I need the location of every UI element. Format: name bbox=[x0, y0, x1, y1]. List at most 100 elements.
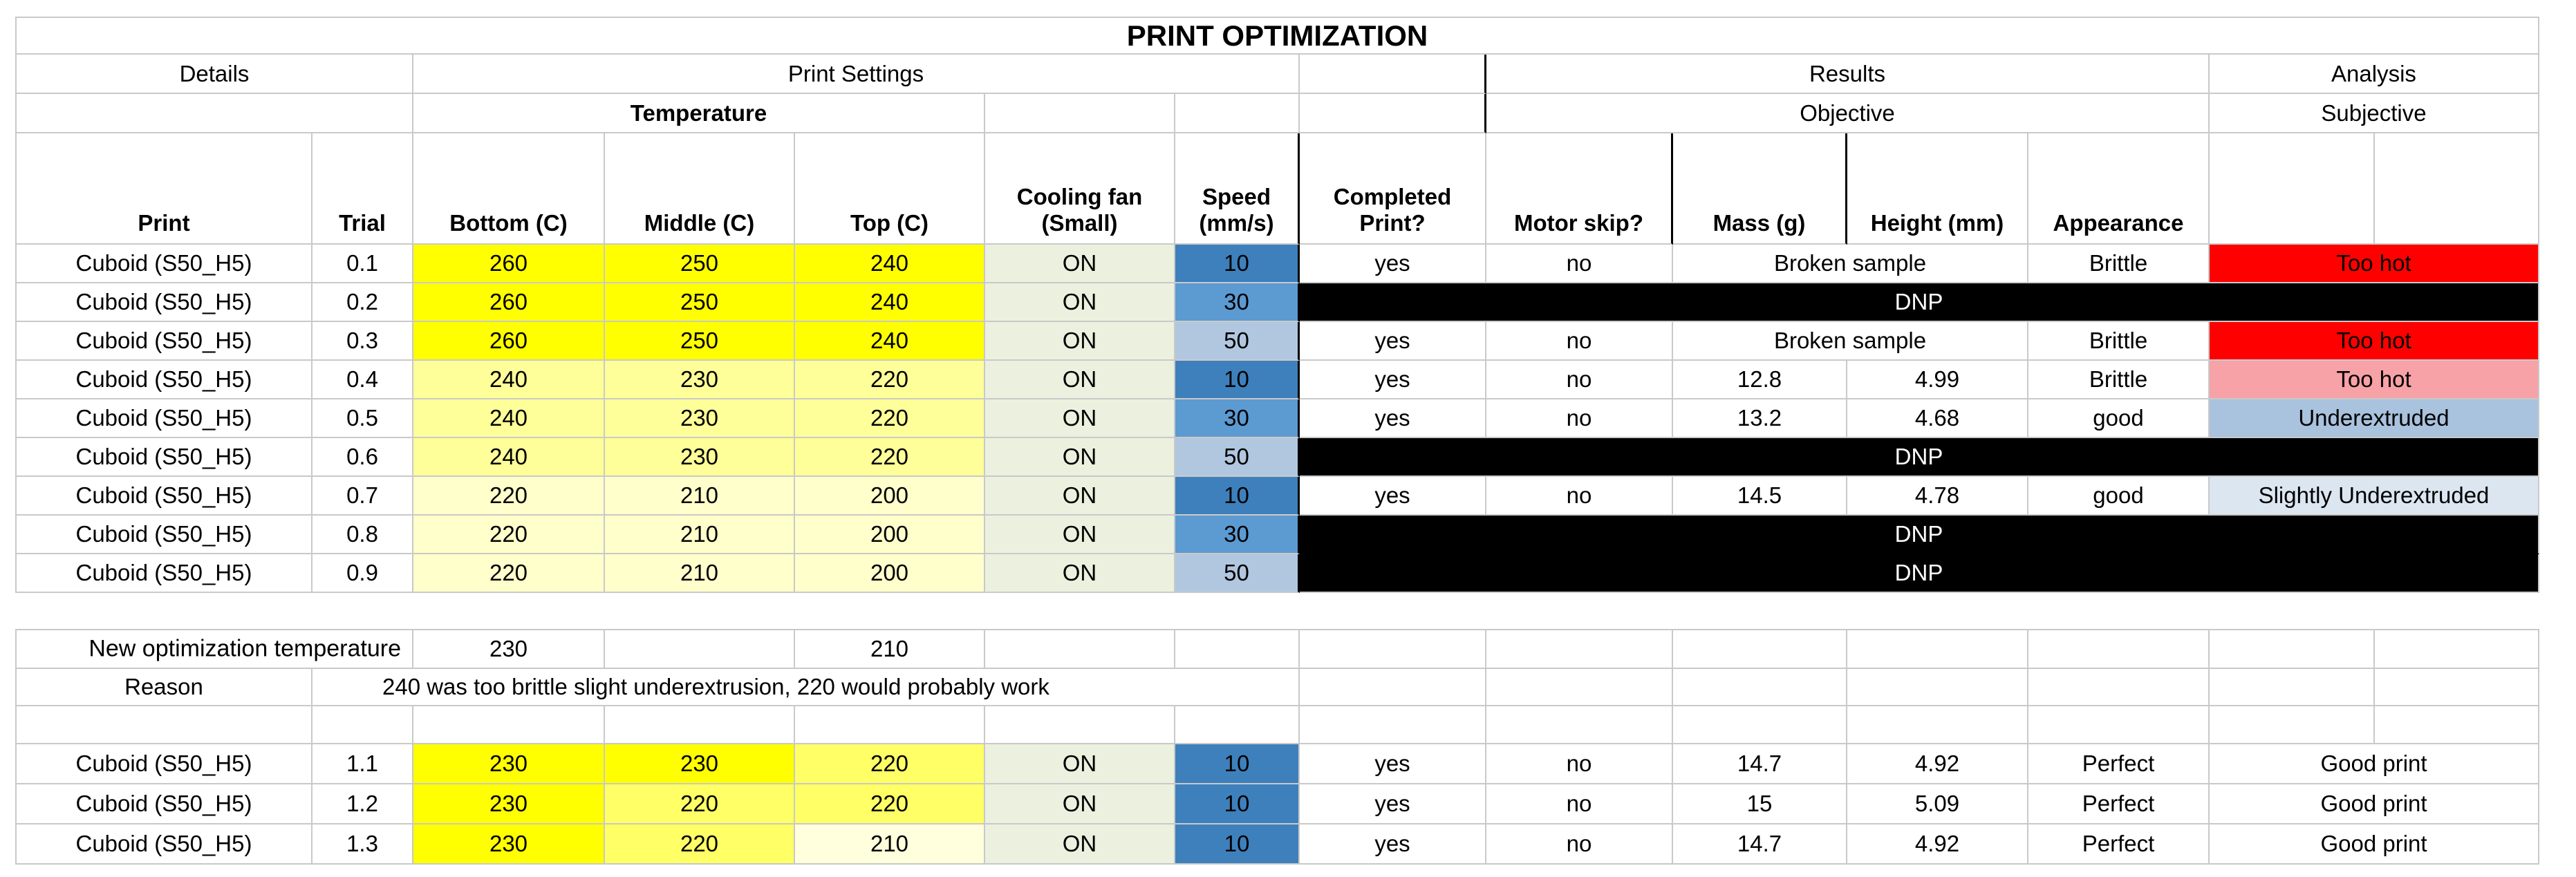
cell-speed[interactable]: 10 bbox=[1175, 245, 1300, 283]
cell-temp-top[interactable]: 200 bbox=[795, 477, 985, 516]
cell-appearance[interactable]: Brittle bbox=[2028, 322, 2210, 361]
header-mass[interactable]: Mass (g) bbox=[1673, 133, 1847, 245]
cell-reason-label[interactable]: Reason bbox=[15, 669, 312, 706]
cell-dnp[interactable]: DNP bbox=[1300, 438, 2539, 477]
cell-mass[interactable]: 13.2 bbox=[1673, 399, 1847, 438]
cell-temp-middle[interactable]: 210 bbox=[605, 554, 795, 593]
cell-appearance[interactable]: good bbox=[2028, 399, 2210, 438]
cell-empty[interactable] bbox=[2028, 706, 2210, 744]
cell-fan[interactable]: ON bbox=[985, 283, 1175, 322]
header-analysis-right[interactable] bbox=[2375, 133, 2539, 245]
cell-speed[interactable]: 10 bbox=[1175, 744, 1300, 784]
subgroup-objective[interactable]: Objective bbox=[1486, 94, 2210, 133]
cell-empty[interactable] bbox=[2028, 669, 2210, 706]
cell-empty[interactable] bbox=[1175, 629, 1300, 669]
cell-empty[interactable] bbox=[1300, 706, 1486, 744]
cell-temp-bottom[interactable]: 230 bbox=[413, 824, 605, 865]
cell-new-opt-top[interactable]: 210 bbox=[795, 629, 985, 669]
cell-motor-skip[interactable]: no bbox=[1486, 245, 1673, 283]
cell-temp-middle[interactable]: 210 bbox=[605, 477, 795, 516]
cell-trial[interactable]: 0.9 bbox=[312, 554, 413, 593]
cell-print[interactable]: Cuboid (S50_H5) bbox=[15, 554, 312, 593]
cell-empty[interactable] bbox=[2210, 706, 2375, 744]
cell-analysis[interactable]: Good print bbox=[2210, 784, 2539, 824]
header-top-temp[interactable]: Top (C) bbox=[795, 133, 985, 245]
cell-height[interactable]: 4.92 bbox=[1847, 744, 2028, 784]
cell-temp-top[interactable]: 220 bbox=[795, 784, 985, 824]
cell-fan[interactable]: ON bbox=[985, 744, 1175, 784]
cell-print[interactable]: Cuboid (S50_H5) bbox=[15, 477, 312, 516]
cell-empty[interactable] bbox=[413, 706, 605, 744]
cell-motor-skip[interactable]: no bbox=[1486, 824, 1673, 865]
cell-temp-bottom[interactable]: 260 bbox=[413, 283, 605, 322]
cell-speed[interactable]: 50 bbox=[1175, 554, 1300, 593]
cell-fan[interactable]: ON bbox=[985, 245, 1175, 283]
cell-empty[interactable] bbox=[1300, 669, 1486, 706]
cell-appearance[interactable]: Perfect bbox=[2028, 824, 2210, 865]
cell-empty[interactable] bbox=[2375, 669, 2539, 706]
cell-temp-top[interactable]: 240 bbox=[795, 283, 985, 322]
cell-empty[interactable] bbox=[985, 629, 1175, 669]
cell-height[interactable]: 4.78 bbox=[1847, 477, 2028, 516]
cell-temp-bottom[interactable]: 220 bbox=[413, 516, 605, 554]
cell-speed[interactable]: 30 bbox=[1175, 283, 1300, 322]
cell-temp-middle[interactable]: 230 bbox=[605, 438, 795, 477]
cell-temp-top[interactable]: 220 bbox=[795, 361, 985, 399]
cell-fan[interactable]: ON bbox=[985, 516, 1175, 554]
cell-temp-middle[interactable]: 210 bbox=[605, 516, 795, 554]
cell-temp-bottom[interactable]: 260 bbox=[413, 322, 605, 361]
cell-speed[interactable]: 10 bbox=[1175, 784, 1300, 824]
cell-trial[interactable]: 1.1 bbox=[312, 744, 413, 784]
cell-temp-top[interactable]: 220 bbox=[795, 744, 985, 784]
cell-analysis[interactable]: Too hot bbox=[2210, 361, 2539, 399]
cell-trial[interactable]: 0.4 bbox=[312, 361, 413, 399]
cell-temp-bottom[interactable]: 220 bbox=[413, 477, 605, 516]
cell-mass[interactable]: 12.8 bbox=[1673, 361, 1847, 399]
cell-temp-bottom[interactable]: 230 bbox=[413, 744, 605, 784]
subgroup-spacer-cell[interactable] bbox=[1300, 94, 1486, 133]
cell-fan[interactable]: ON bbox=[985, 438, 1175, 477]
header-print[interactable]: Print bbox=[15, 133, 312, 245]
cell-trial[interactable]: 1.3 bbox=[312, 824, 413, 865]
cell-appearance[interactable]: Perfect bbox=[2028, 784, 2210, 824]
cell-completed[interactable]: yes bbox=[1300, 245, 1486, 283]
header-cooling-fan[interactable]: Cooling fan (Small) bbox=[985, 133, 1175, 245]
cell-empty[interactable] bbox=[2375, 629, 2539, 669]
cell-mass[interactable]: 14.7 bbox=[1673, 824, 1847, 865]
cell-empty[interactable] bbox=[1847, 629, 2028, 669]
cell-speed[interactable]: 30 bbox=[1175, 516, 1300, 554]
cell-motor-skip[interactable]: no bbox=[1486, 322, 1673, 361]
cell-print[interactable]: Cuboid (S50_H5) bbox=[15, 744, 312, 784]
cell-print[interactable]: Cuboid (S50_H5) bbox=[15, 283, 312, 322]
cell-temp-middle[interactable]: 220 bbox=[605, 784, 795, 824]
cell-speed[interactable]: 10 bbox=[1175, 824, 1300, 865]
cell-empty[interactable] bbox=[605, 706, 795, 744]
cell-temp-top[interactable]: 240 bbox=[795, 322, 985, 361]
cell-trial[interactable]: 0.8 bbox=[312, 516, 413, 554]
cell-fan[interactable]: ON bbox=[985, 477, 1175, 516]
cell-print[interactable]: Cuboid (S50_H5) bbox=[15, 322, 312, 361]
cell-completed[interactable]: yes bbox=[1300, 477, 1486, 516]
cell-temp-middle[interactable]: 220 bbox=[605, 824, 795, 865]
header-middle-temp[interactable]: Middle (C) bbox=[605, 133, 795, 245]
cell-speed[interactable]: 30 bbox=[1175, 399, 1300, 438]
cell-empty[interactable] bbox=[15, 706, 312, 744]
cell-empty[interactable] bbox=[1486, 706, 1673, 744]
cell-print[interactable]: Cuboid (S50_H5) bbox=[15, 438, 312, 477]
subgroup-spacer-cell[interactable] bbox=[985, 94, 1175, 133]
cell-temp-middle[interactable]: 250 bbox=[605, 245, 795, 283]
cell-dnp[interactable]: DNP bbox=[1300, 554, 2539, 593]
cell-appearance[interactable]: Brittle bbox=[2028, 245, 2210, 283]
subgroup-temperature[interactable]: Temperature bbox=[413, 94, 985, 133]
cell-fan[interactable]: ON bbox=[985, 554, 1175, 593]
cell-temp-bottom[interactable]: 240 bbox=[413, 361, 605, 399]
cell-appearance[interactable]: good bbox=[2028, 477, 2210, 516]
cell-analysis[interactable]: Slightly Underextruded bbox=[2210, 477, 2539, 516]
cell-motor-skip[interactable]: no bbox=[1486, 744, 1673, 784]
group-print-settings[interactable]: Print Settings bbox=[413, 55, 1300, 94]
cell-appearance[interactable]: Perfect bbox=[2028, 744, 2210, 784]
cell-dnp[interactable]: DNP bbox=[1300, 516, 2539, 554]
header-bottom-temp[interactable]: Bottom (C) bbox=[413, 133, 605, 245]
cell-temp-bottom[interactable]: 220 bbox=[413, 554, 605, 593]
cell-fan[interactable]: ON bbox=[985, 824, 1175, 865]
